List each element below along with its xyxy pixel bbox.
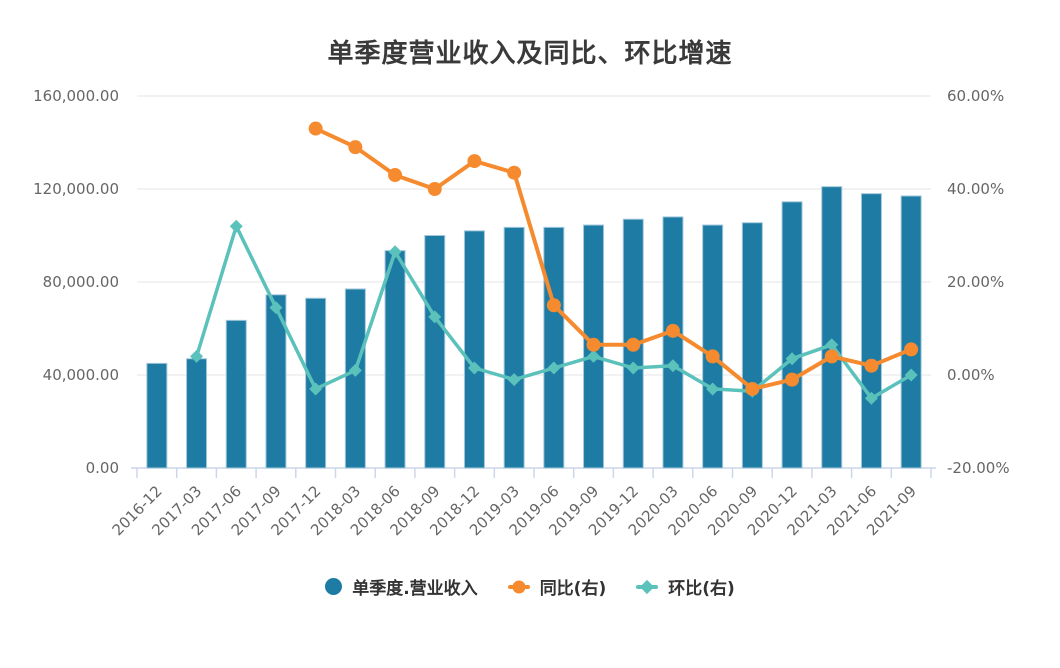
qoq-point-2019-12[interactable] [626,361,640,375]
bar-2017-09[interactable] [265,294,287,469]
legend-label-yoy: 同比(右) [539,579,607,599]
qoq-point-2017-12[interactable] [309,382,323,396]
bar-2018-12[interactable] [463,230,485,469]
yoy-point-2019-09[interactable] [586,337,601,352]
qoq-point-2019-09[interactable] [587,349,601,363]
qoq-point-2018-03[interactable] [348,363,362,377]
bar-2019-03[interactable] [503,226,525,469]
yoy-point-2019-06[interactable] [546,298,561,313]
qoq-point-2018-12[interactable] [467,361,481,375]
chart-title: 单季度营业收入及同比、环比增速 [327,39,733,69]
bar-2021-03[interactable] [821,186,843,469]
yoy-point-2018-06[interactable] [388,168,403,183]
yoy-legend-swatch-icon [507,580,530,593]
yoy-point-2020-12[interactable] [785,372,800,387]
bar-2018-06[interactable] [384,250,406,469]
y-axis-label-left-1: 120,000.00 [33,180,119,198]
y-axis-label-right-1: 40.00% [947,180,1004,198]
y-axis-label-right-0: 60.00% [947,87,1004,105]
legend-item-qoq[interactable]: 环比(右) [636,574,735,599]
qoq-point-2020-12[interactable] [785,352,799,366]
legend: 单季度.营业收入 同比(右) 环比(右) [0,574,1060,599]
yoy-point-2018-09[interactable] [427,182,442,196]
legend-label-qoq: 环比(右) [668,579,735,599]
legend-item-yoy[interactable]: 同比(右) [507,574,607,599]
legend-label-revenue: 单季度.营业收入 [352,579,478,599]
qoq-point-2017-09[interactable] [269,301,283,315]
bar-2020-03[interactable] [662,216,684,469]
qoq-point-2017-06[interactable] [229,219,243,233]
qoq-point-2019-03[interactable] [507,373,521,387]
bar-2017-06[interactable] [225,319,247,469]
qoq-point-2020-06[interactable] [706,382,720,396]
bar-2021-09[interactable] [900,195,922,469]
yoy-point-2019-03[interactable] [507,165,522,180]
qoq-point-2021-09[interactable] [904,368,918,382]
y-axis-label-left-0: 160,000.00 [33,87,119,105]
qoq-point-2018-09[interactable] [428,310,442,324]
yoy-point-2017-12[interactable] [308,121,323,136]
yoy-point-2018-03[interactable] [348,140,363,155]
bar-2018-09[interactable] [424,235,446,469]
qoq-point-2019-06[interactable] [547,361,561,375]
yoy-point-2020-09[interactable] [745,381,760,396]
yoy-point-2021-09[interactable] [904,342,919,357]
legend-item-revenue[interactable]: 单季度.营业收入 [325,574,478,599]
bar-2018-03[interactable] [344,288,366,469]
yoy-point-2020-06[interactable] [705,349,720,364]
yoy-point-2020-03[interactable] [665,323,680,338]
qoq-point-2020-03[interactable] [666,359,680,373]
bar-2020-12[interactable] [781,201,803,469]
bar-2017-03[interactable] [186,358,208,469]
bar-2020-06[interactable] [702,224,724,469]
qoq-point-2017-03[interactable] [190,349,204,363]
bar-2020-09[interactable] [741,222,763,469]
revenue-legend-swatch-icon [325,578,343,595]
bar-2019-06[interactable] [543,226,565,469]
y-axis-label-left-3: 40,000.00 [43,366,119,384]
y-axis-label-right-4: -20.00% [947,459,1010,477]
y-axis-label-left-2: 80,000.00 [43,273,119,291]
yoy-point-2019-12[interactable] [626,337,641,352]
qoq-legend-swatch-icon [636,579,659,594]
qoq-point-2021-06[interactable] [864,391,878,405]
bar-2016-12[interactable] [146,362,168,469]
yoy-point-2021-06[interactable] [864,358,879,373]
qoq-point-2018-06[interactable] [388,245,402,259]
qoq-point-2021-03[interactable] [825,338,839,352]
y-axis-label-left-4: 0.00 [86,459,119,477]
yoy-point-2021-03[interactable] [824,349,839,364]
y-axis-label-right-3: 0.00% [947,366,995,384]
bar-2021-06[interactable] [860,193,882,469]
yoy-point-2018-12[interactable] [467,154,482,169]
yoy-line [313,126,914,391]
y-axis-label-right-2: 20.00% [947,273,1004,291]
